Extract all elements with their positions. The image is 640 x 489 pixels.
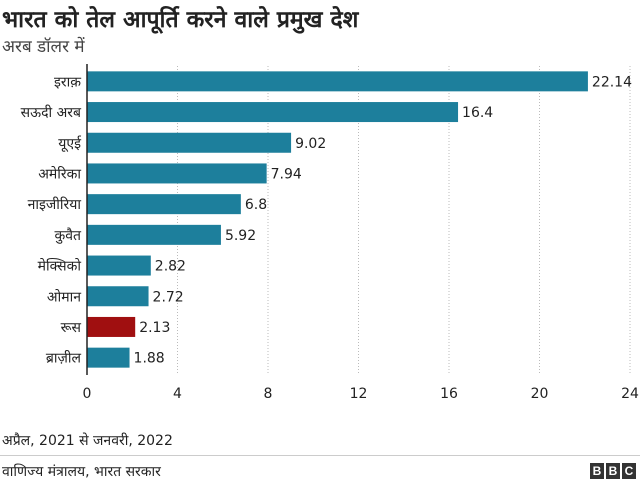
value-label: 22.14 — [592, 74, 632, 90]
bar — [87, 102, 459, 123]
category-label: इराक़ — [54, 74, 81, 90]
category-label: नाइजीरिया — [28, 196, 82, 213]
bar-chart: इराक़ 22.14 सऊदी अरब 16.4 यूएई 9.02 अमेरिका 7.9… — [21, 64, 639, 402]
bars — [87, 71, 588, 368]
value-label: 7.94 — [271, 166, 302, 182]
value-label: 2.82 — [155, 259, 186, 275]
bar — [87, 224, 221, 245]
footer-divider — [0, 455, 640, 456]
chart-subtitle: अरब डॉलर में — [2, 37, 85, 57]
bbc-logo-letter: B — [590, 463, 604, 479]
value-label: 16.4 — [462, 105, 493, 121]
x-tick-label: 20 — [531, 386, 549, 402]
bar — [87, 316, 136, 337]
labels: इराक़ 22.14 सऊदी अरब 16.4 यूएई 9.02 अमेरिका 7.9… — [21, 74, 632, 366]
source-text: वाणिज्य मंत्रालय, भारत सरकार — [2, 464, 161, 480]
bbc-logo: B B C — [590, 463, 636, 479]
bbc-logo-letter: B — [606, 463, 620, 479]
bar — [87, 71, 588, 92]
category-label: ओमान — [47, 288, 81, 305]
chart-title: भारत को तेल आपूर्ति करने वाले प्रमुख देश — [2, 7, 359, 33]
gridlines — [177, 66, 631, 373]
value-label: 2.72 — [153, 289, 184, 305]
x-tick-label: 0 — [83, 386, 92, 402]
bar — [87, 163, 267, 184]
bar — [87, 255, 151, 276]
value-label: 5.92 — [225, 228, 256, 244]
category-label: सऊदी अरब — [21, 104, 82, 121]
category-label: रूस — [61, 320, 82, 336]
category-label: मेक्सिको — [38, 258, 82, 275]
value-label: 1.88 — [134, 351, 165, 367]
x-tick-label: 12 — [350, 386, 368, 402]
value-label: 6.8 — [245, 197, 267, 213]
bar — [87, 132, 292, 153]
value-label: 9.02 — [295, 136, 326, 152]
x-axis-ticks: 0 4 8 12 16 20 24 — [83, 386, 639, 402]
category-label: अमेरिका — [38, 165, 81, 182]
date-range-note: अप्रैल, 2021 से जनवरी, 2022 — [2, 433, 173, 449]
category-label: ब्राज़ील — [46, 350, 82, 367]
x-tick-label: 4 — [173, 386, 182, 402]
bbc-logo-letter: C — [622, 463, 636, 479]
bar — [87, 347, 130, 368]
category-label: कुवैत — [54, 227, 82, 244]
x-tick-label: 24 — [621, 386, 639, 402]
category-label: यूएई — [58, 135, 82, 152]
bar — [87, 286, 149, 307]
bar — [87, 194, 241, 215]
x-tick-label: 8 — [264, 386, 273, 402]
x-tick-label: 16 — [440, 386, 458, 402]
value-label: 2.13 — [139, 320, 170, 336]
